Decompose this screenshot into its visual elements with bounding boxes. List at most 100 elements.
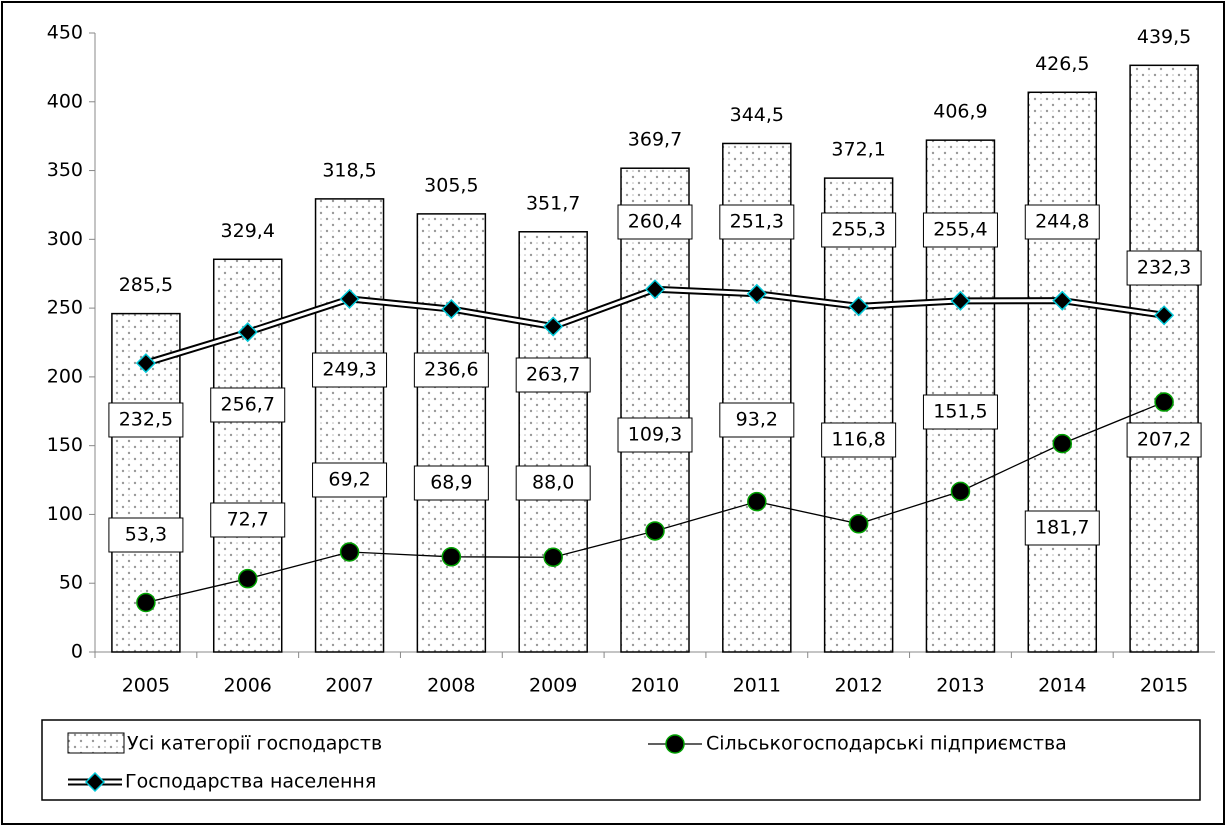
x-tick-label: 2005 (122, 675, 170, 697)
label-box (922, 394, 998, 430)
y-tick-label: 0 (71, 641, 83, 663)
x-tick-label: 2009 (529, 675, 577, 697)
line-annotation: 244,8 (1035, 211, 1089, 233)
line-annotation: 263,7 (526, 364, 580, 386)
x-tick-label: 2008 (427, 675, 475, 697)
marker-diamond (1052, 290, 1073, 311)
label-box (515, 465, 591, 501)
marker-diamond (848, 296, 869, 317)
line-annotation: 72,7 (227, 509, 269, 531)
bar (314, 198, 385, 653)
x-tick-label: 2007 (325, 675, 373, 697)
legend-box (41, 719, 1201, 801)
bar-annotation: 329,4 (221, 220, 275, 242)
legend-label: Сільськогосподарські підприємства (706, 733, 1067, 755)
label-box (1024, 204, 1100, 240)
y-tick-label: 50 (59, 572, 83, 594)
marker-diamond (441, 299, 462, 320)
y-tick-label: 450 (47, 22, 83, 44)
line-annotation: 249,3 (322, 359, 376, 381)
x-tick-label: 2014 (1038, 675, 1086, 697)
marker-circle (237, 568, 258, 589)
label-box (922, 212, 998, 248)
line-annotation: 181,7 (1035, 517, 1089, 539)
x-tick-label: 2013 (936, 675, 984, 697)
bar-annotation: 285,5 (119, 274, 173, 296)
legend-swatch (67, 732, 125, 754)
label-box (719, 402, 795, 438)
marker-diamond (644, 279, 666, 300)
y-tick-label: 250 (47, 297, 83, 319)
legend-marker (84, 771, 106, 793)
marker-circle (441, 547, 462, 567)
marker-diamond (237, 322, 258, 343)
marker-circle (950, 481, 971, 502)
label-box (719, 204, 795, 240)
label-box (413, 465, 489, 501)
line-annotation: 255,4 (933, 219, 987, 241)
label-box (821, 422, 897, 458)
y-tick-label: 400 (47, 90, 83, 112)
bar-annotation: 369,7 (628, 129, 682, 151)
bar (212, 258, 283, 653)
label-box (617, 204, 693, 240)
label-box (210, 502, 286, 538)
line-annotation: 255,3 (831, 219, 885, 241)
line-annotation: 151,5 (933, 401, 987, 423)
label-box (312, 462, 388, 498)
bar-annotation: 318,5 (322, 159, 376, 181)
label-box (210, 387, 286, 423)
marker-circle (645, 521, 665, 541)
x-tick-label: 2011 (733, 675, 781, 697)
x-tick-label: 2010 (631, 675, 679, 697)
marker-circle (1154, 392, 1174, 412)
y-tick-label: 350 (47, 159, 83, 181)
bar-annotation: 372,1 (831, 139, 885, 161)
bar-annotation: 351,7 (526, 192, 580, 214)
line-annotation: 69,2 (328, 469, 370, 491)
marker-diamond (135, 353, 156, 374)
line-annotation: 116,8 (831, 429, 885, 451)
marker-diamond (746, 283, 767, 304)
label-box (312, 352, 388, 388)
marker-circle (339, 542, 360, 562)
bar-annotation: 305,5 (424, 174, 478, 196)
bar (1027, 91, 1098, 653)
line-annotation: 251,3 (730, 211, 784, 233)
bar (1129, 64, 1199, 653)
x-tick-label: 2015 (1140, 675, 1188, 697)
marker-diamond (950, 290, 971, 311)
bar (620, 167, 690, 653)
legend-label: Усі категорії господарств (127, 733, 382, 755)
line-annotation: 232,3 (1137, 257, 1191, 279)
marker-diamond (1154, 305, 1175, 326)
label-box (617, 417, 693, 453)
line-annotation: 232,5 (119, 409, 173, 431)
marker-circle (543, 547, 563, 567)
legend-marker (665, 734, 685, 754)
line-annotation: 256,7 (221, 394, 275, 416)
bar-annotation: 439,5 (1137, 26, 1191, 48)
bar (416, 213, 487, 653)
label-box (108, 517, 184, 553)
label-box (515, 357, 591, 393)
line-annotation: 207,2 (1137, 429, 1191, 451)
line-annotation: 236,6 (424, 359, 478, 381)
y-tick-label: 150 (47, 434, 83, 456)
marker-circle (1052, 433, 1073, 454)
x-tick-label: 2012 (834, 675, 882, 697)
label-box (821, 212, 897, 248)
label-box (1126, 422, 1202, 458)
bar-annotation: 406,9 (933, 101, 987, 123)
bar-annotation: 426,5 (1035, 53, 1089, 75)
marker-diamond (543, 316, 564, 337)
line-annotation: 109,3 (628, 424, 682, 446)
label-box (413, 352, 489, 388)
y-tick-label: 300 (47, 228, 83, 250)
marker-diamond (339, 288, 360, 309)
bar (823, 177, 894, 653)
y-tick-label: 200 (47, 365, 83, 387)
label-box (108, 402, 184, 438)
bar (518, 231, 588, 653)
